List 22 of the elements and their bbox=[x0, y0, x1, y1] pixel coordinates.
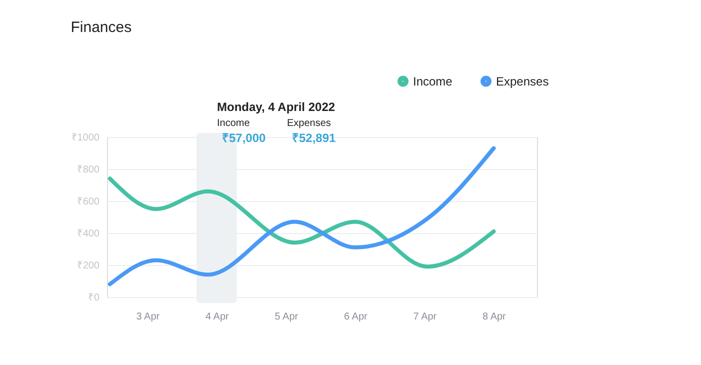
legend-label: Income bbox=[413, 74, 453, 88]
y-tick-label: ₹1000 bbox=[71, 132, 100, 144]
x-tick-label: 5 Apr bbox=[274, 312, 299, 322]
chart-title: Finances bbox=[70, 19, 132, 36]
x-tick-label: 6 Apr bbox=[344, 312, 368, 322]
x-tick-label: 4 Apr bbox=[205, 312, 230, 322]
y-tick-label: ₹400 bbox=[76, 228, 100, 240]
text: Income bbox=[217, 118, 250, 129]
y-tick-label: ₹200 bbox=[76, 260, 100, 272]
line-series bbox=[108, 176, 496, 269]
x-tick-label: 7 Apr bbox=[413, 312, 438, 322]
text: Expenses bbox=[287, 118, 331, 129]
line-series bbox=[108, 146, 496, 286]
x-tick-label: 3 Apr bbox=[136, 312, 160, 322]
y-tick-label: ₹800 bbox=[76, 164, 100, 176]
y-tick-label: ₹0 bbox=[88, 292, 100, 304]
y-tick-label: ₹600 bbox=[76, 196, 100, 208]
legend-label: Expenses bbox=[496, 74, 549, 88]
text: Monday, 4 April 2022 bbox=[217, 100, 336, 114]
annotation: ₹52,891 bbox=[292, 131, 336, 145]
annotation: ₹57,000 bbox=[222, 131, 266, 145]
x-tick-label: 8 Apr bbox=[482, 312, 507, 322]
